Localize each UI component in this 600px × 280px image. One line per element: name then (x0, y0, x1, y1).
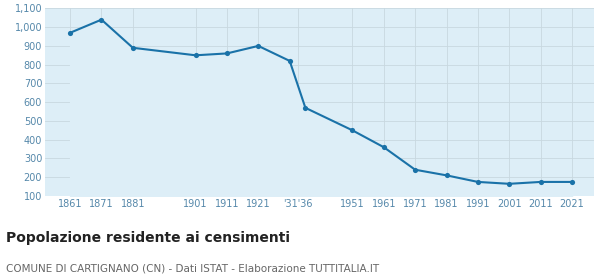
Point (379, 145, 389, 150)
Point (191, 53, 200, 58)
Point (128, 46, 137, 50)
Point (505, 181, 514, 186)
Point (347, 128, 357, 133)
Point (442, 173, 451, 178)
Text: Popolazione residente ai censimenti: Popolazione residente ai censimenti (6, 231, 290, 245)
Point (222, 51, 232, 56)
Point (285, 59, 295, 63)
Point (97, 17, 106, 22)
Point (536, 180, 545, 184)
Point (473, 180, 483, 184)
Point (254, 44, 263, 48)
Point (567, 180, 577, 184)
Point (301, 106, 310, 110)
Text: COMUNE DI CARTIGNANO (CN) - Dati ISTAT - Elaborazione TUTTITALIA.IT: COMUNE DI CARTIGNANO (CN) - Dati ISTAT -… (6, 263, 379, 273)
Point (65, 31, 75, 35)
Point (410, 167, 420, 172)
